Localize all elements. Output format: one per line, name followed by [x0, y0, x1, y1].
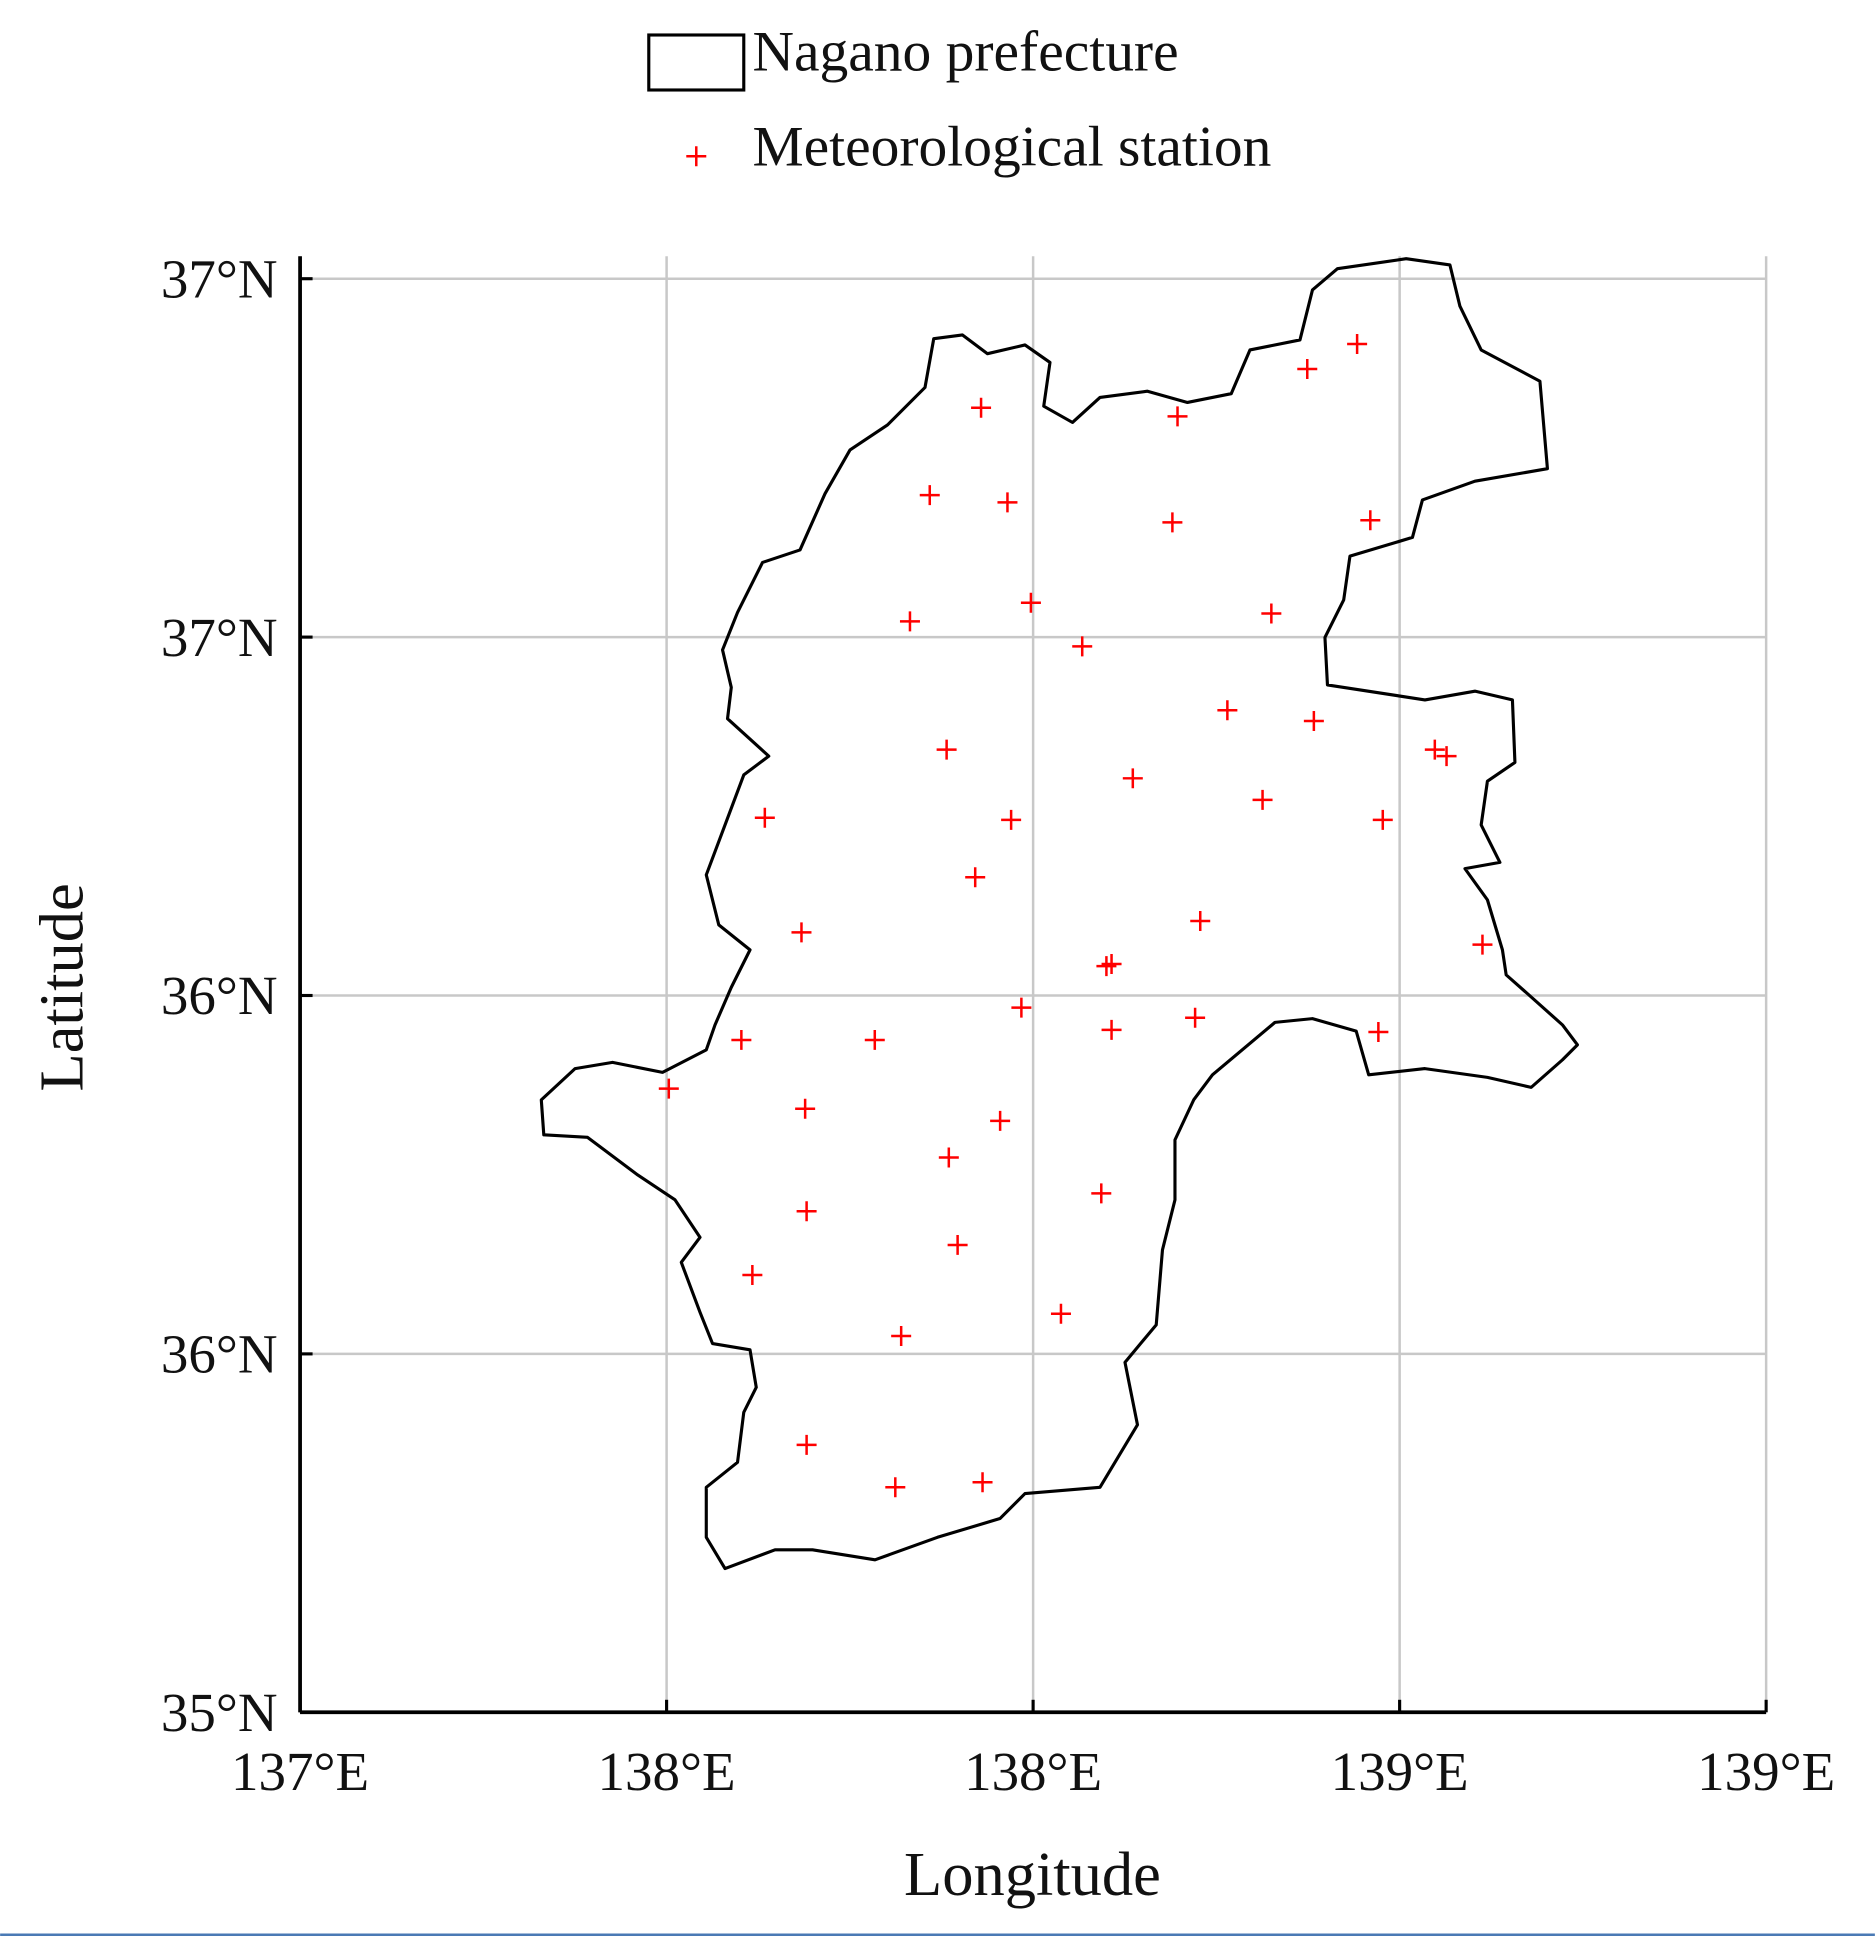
station-marker — [965, 867, 986, 888]
x-tick-label: 139°E — [1331, 1741, 1469, 1802]
station-marker — [1472, 934, 1493, 955]
station-marker — [796, 1434, 817, 1455]
station-marker — [1011, 997, 1032, 1018]
station-marker — [864, 1029, 885, 1050]
station-marker — [658, 1078, 679, 1099]
y-axis-label: Latitude — [27, 883, 97, 1091]
station-marker — [1091, 1183, 1112, 1204]
station-marker — [1424, 739, 1445, 760]
station-marker — [1167, 406, 1188, 427]
x-tick-label: 138°E — [598, 1741, 736, 1802]
station-marker — [1050, 1303, 1071, 1324]
station-marker — [936, 739, 957, 760]
station-marker — [1122, 768, 1143, 789]
station-marker — [1261, 603, 1282, 624]
station-marker — [1101, 1019, 1122, 1040]
station-marker — [731, 1029, 752, 1050]
legend-boundary-swatch — [647, 33, 746, 92]
station-marker — [885, 1477, 906, 1498]
station-marker — [791, 922, 812, 943]
station-marker — [1072, 636, 1093, 657]
station-marker — [972, 1472, 993, 1493]
station-marker — [1217, 700, 1238, 721]
station-marker — [1436, 746, 1457, 767]
x-tick-label: 138°E — [964, 1741, 1102, 1802]
station-marker — [1297, 359, 1318, 380]
legend-label: Nagano prefecture — [753, 21, 1179, 84]
station-marker — [1347, 333, 1368, 354]
station-marker — [1303, 710, 1324, 731]
y-tick-label: 36°N — [161, 965, 278, 1026]
station-marker — [1368, 1022, 1389, 1043]
station-marker — [796, 1201, 817, 1222]
station-marker — [947, 1234, 968, 1255]
prefecture-boundary — [539, 257, 1579, 1571]
x-axis-label: Longitude — [904, 1839, 1161, 1909]
station-marker — [795, 1098, 816, 1119]
station-marker — [1360, 510, 1381, 531]
x-tick-label: 137°E — [231, 1741, 369, 1802]
station-marker — [1001, 809, 1022, 830]
station-marker — [1190, 910, 1211, 931]
station-marker — [891, 1325, 912, 1346]
y-tick-label: 37°N — [161, 248, 278, 309]
y-tick-label: 37°N — [161, 607, 278, 668]
station-marker — [1020, 592, 1041, 613]
station-marker — [990, 1110, 1011, 1131]
legend-station-swatch — [686, 146, 707, 167]
station-marker — [971, 397, 992, 418]
legend-label: Meteorological station — [753, 116, 1272, 179]
station-marker — [1372, 809, 1393, 830]
y-tick-label: 36°N — [161, 1324, 278, 1385]
station-marker — [938, 1147, 959, 1168]
station-marker — [1101, 953, 1122, 974]
y-tick-label: 35°N — [161, 1682, 278, 1743]
station-marker — [754, 807, 775, 828]
station-marker — [1162, 512, 1183, 533]
station-marker — [919, 485, 940, 506]
station-marker — [1096, 956, 1117, 977]
station-marker — [899, 611, 920, 632]
x-tick-label: 139°E — [1697, 1741, 1835, 1802]
station-marker — [1252, 789, 1273, 810]
station-marker — [997, 492, 1018, 513]
station-marker — [742, 1265, 763, 1286]
station-marker — [1185, 1007, 1206, 1028]
